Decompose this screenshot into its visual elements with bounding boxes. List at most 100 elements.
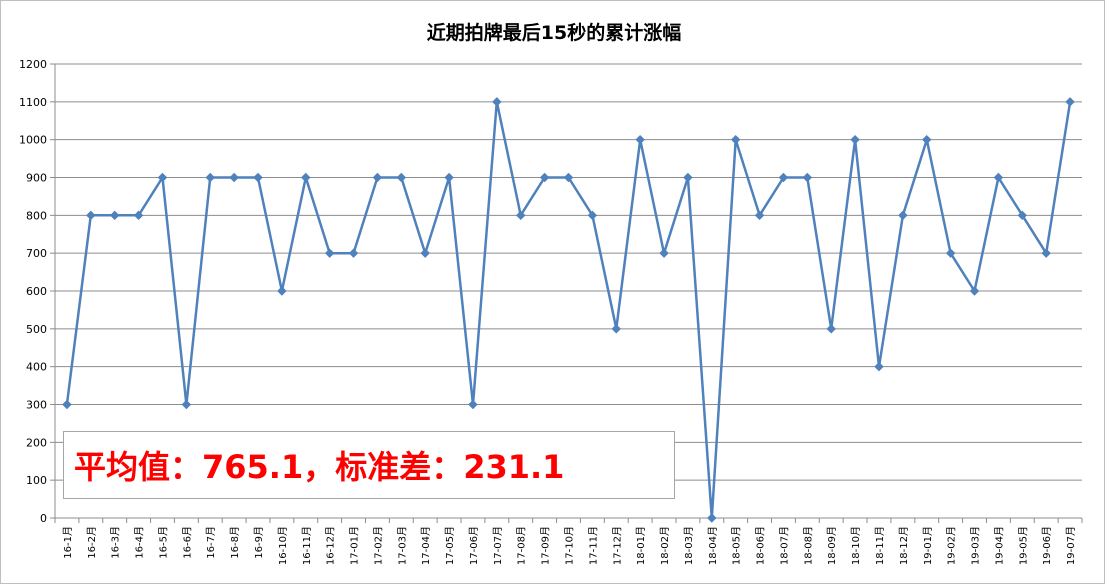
x-tick-label: 17-11月 [587,526,599,565]
data-point [635,134,645,145]
y-tick-label: 300 [26,399,47,412]
x-tick-label: 19-06月 [1041,526,1053,565]
x-tick-label: 16-11月 [301,526,313,565]
data-point [86,210,96,221]
data-point [516,210,526,221]
data-point [396,172,407,183]
x-tick-label: 16-12月 [325,526,337,565]
data-point [420,248,430,258]
data-point [468,399,478,410]
x-tick-label: 16-1月 [62,526,74,559]
x-tick-label: 16-8月 [229,526,241,559]
data-point [229,172,239,183]
x-tick-label: 17-09月 [540,526,552,565]
stats-annotation-text: 平均值：765.1，标准差：231.1 [74,448,565,486]
x-axis-tick-labels: 16-1月 16-2月 16-3月 16-4月 16-5月 16-6月 16-7月 16-8月… [62,526,1077,565]
y-tick-label: 900 [26,172,47,185]
data-point [1065,97,1075,107]
data-point [277,286,287,296]
x-tick-label: 17-12月 [611,526,623,565]
y-tick-label: 800 [26,209,47,222]
data-point [707,513,717,523]
data-point [157,172,168,183]
data-point [1017,210,1027,221]
y-axis-tick-labels: 0 100 200 300 400 500 600 700 800 900 1000 1100 1200 [19,58,47,525]
data-point [301,172,311,183]
x-tick-label: 17-10月 [564,526,576,565]
data-point [683,172,693,183]
x-tick-label: 16-5月 [157,526,169,559]
x-tick-label: 16-2月 [86,526,98,559]
data-point [1041,248,1051,258]
x-tick-label: 18-10月 [850,526,862,565]
data-point [444,172,454,183]
data-point [730,134,741,145]
data-point [898,210,908,221]
data-point [969,286,980,296]
data-point [826,324,836,334]
x-tick-label: 16-4月 [134,526,146,559]
x-tick-label: 17-03月 [396,526,408,565]
x-tick-label: 19-05月 [1017,526,1029,565]
data-point [874,361,884,372]
y-tick-label: 400 [26,361,47,374]
y-tick-label: 200 [26,436,47,449]
data-point [205,172,215,183]
x-tick-label: 17-08月 [516,526,528,565]
x-tick-label: 19-07月 [1065,526,1077,565]
data-point [611,324,621,334]
x-tick-label: 18-11月 [874,526,886,565]
data-point [754,210,765,221]
data-point [945,248,956,258]
y-tick-label: 1200 [19,58,47,71]
x-tick-label: 19-02月 [946,526,958,565]
data-point [778,172,789,183]
x-tick-label: 17-05月 [444,526,456,565]
x-tick-label: 17-04月 [420,526,432,565]
data-point [348,248,359,258]
y-tick-label: 1100 [19,96,47,109]
x-tick-label: 17-06月 [468,526,480,565]
gridlines [55,63,1082,481]
x-tick-label: 16-10月 [277,526,289,565]
x-tick-label: 18-07月 [778,526,790,565]
axes [50,63,1083,523]
x-tick-label: 18-05月 [731,526,743,565]
data-point [181,399,192,410]
series [62,97,1075,523]
y-tick-label: 600 [26,285,47,298]
stats-annotation-box: 平均值：765.1，标准差：231.1 [63,431,675,499]
x-tick-label: 18-02月 [659,526,671,565]
data-point [492,97,502,107]
y-tick-label: 1000 [19,134,47,147]
data-point [802,172,813,183]
data-point [133,210,144,221]
data-point [324,248,335,258]
x-tick-label: 18-09月 [826,526,838,565]
data-point [850,134,860,145]
data-point [659,248,669,258]
y-tick-label: 100 [26,474,47,487]
x-tick-label: 16-3月 [110,526,122,559]
x-tick-label: 19-04月 [993,526,1005,565]
x-tick-label: 19-01月 [922,526,934,565]
data-point [62,399,72,410]
x-tick-label: 18-04月 [707,526,719,565]
data-point [110,210,120,221]
x-tick-label: 16-7月 [205,526,217,559]
x-tick-label: 16-9月 [253,526,265,559]
y-tick-label: 500 [26,323,47,336]
x-tick-label: 16-6月 [181,526,193,559]
data-point [563,172,574,183]
x-tick-label: 18-08月 [802,526,814,565]
x-tick-label: 18-01月 [635,526,647,565]
x-tick-label: 18-06月 [755,526,767,565]
data-point [587,210,598,221]
x-tick-label: 17-07月 [492,526,504,565]
x-tick-label: 18-03月 [683,526,695,565]
data-point [372,172,383,183]
x-tick-label: 18-12月 [898,526,910,565]
chart-title: 近期拍牌最后15秒的累计涨幅 [427,21,681,44]
